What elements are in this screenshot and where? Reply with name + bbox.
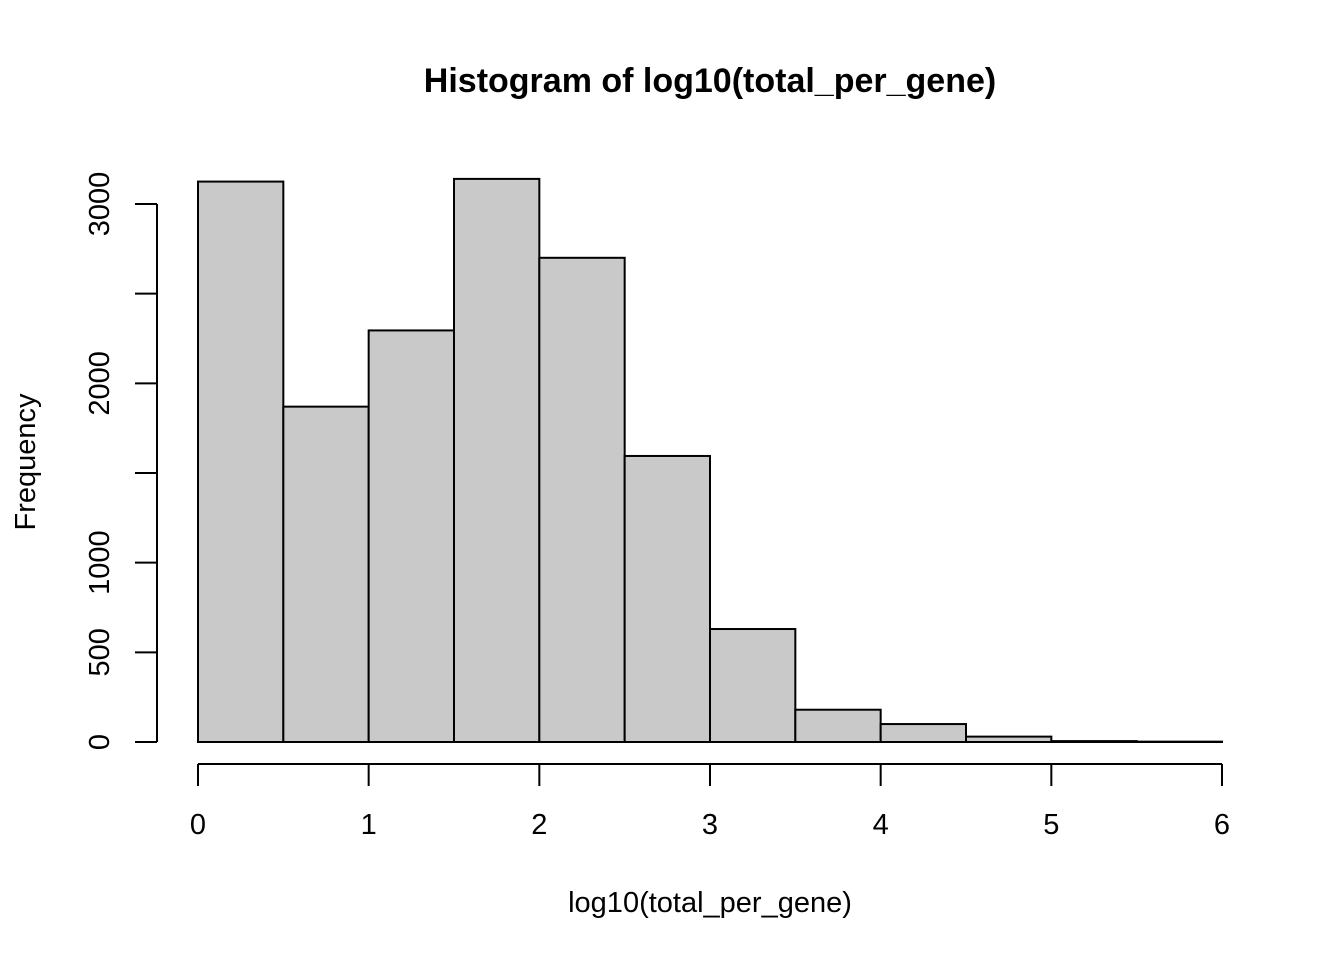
y-tick-label: 0	[84, 734, 116, 750]
histogram-bar	[623, 454, 712, 743]
y-axis: 0 500 1000 2000 3000	[84, 172, 158, 750]
x-tick-label: 1	[361, 809, 377, 841]
x-axis-label: log10(total_per_gene)	[568, 887, 852, 919]
histogram-bar	[794, 708, 882, 743]
bars-group	[197, 177, 1223, 744]
chart-title: Histogram of log10(total_per_gene)	[424, 62, 996, 100]
x-tick-label: 6	[1214, 809, 1230, 841]
histogram-bar	[879, 723, 968, 743]
y-tick-label: 500	[84, 628, 116, 676]
histogram-bar	[709, 628, 797, 744]
histogram-bar	[282, 405, 370, 743]
x-tick-label: 0	[190, 809, 206, 841]
histogram-bar	[1050, 740, 1138, 743]
y-tick-label: 1000	[84, 530, 116, 595]
histogram-bar	[367, 329, 455, 743]
histogram-bar	[453, 177, 541, 744]
histogram-bar	[197, 180, 285, 744]
x-axis: 0 1 2 3 4 5 6	[190, 763, 1230, 841]
x-tick-label: 3	[702, 809, 718, 841]
y-axis-label: Frequency	[10, 393, 42, 531]
x-tick-label: 5	[1043, 809, 1059, 841]
x-tick-label: 2	[531, 809, 547, 841]
x-tick-label: 4	[873, 809, 889, 841]
histogram-bar	[965, 735, 1053, 743]
y-tick-label: 3000	[84, 172, 116, 237]
y-tick-label: 2000	[84, 351, 116, 416]
histogram-bar	[538, 256, 626, 743]
